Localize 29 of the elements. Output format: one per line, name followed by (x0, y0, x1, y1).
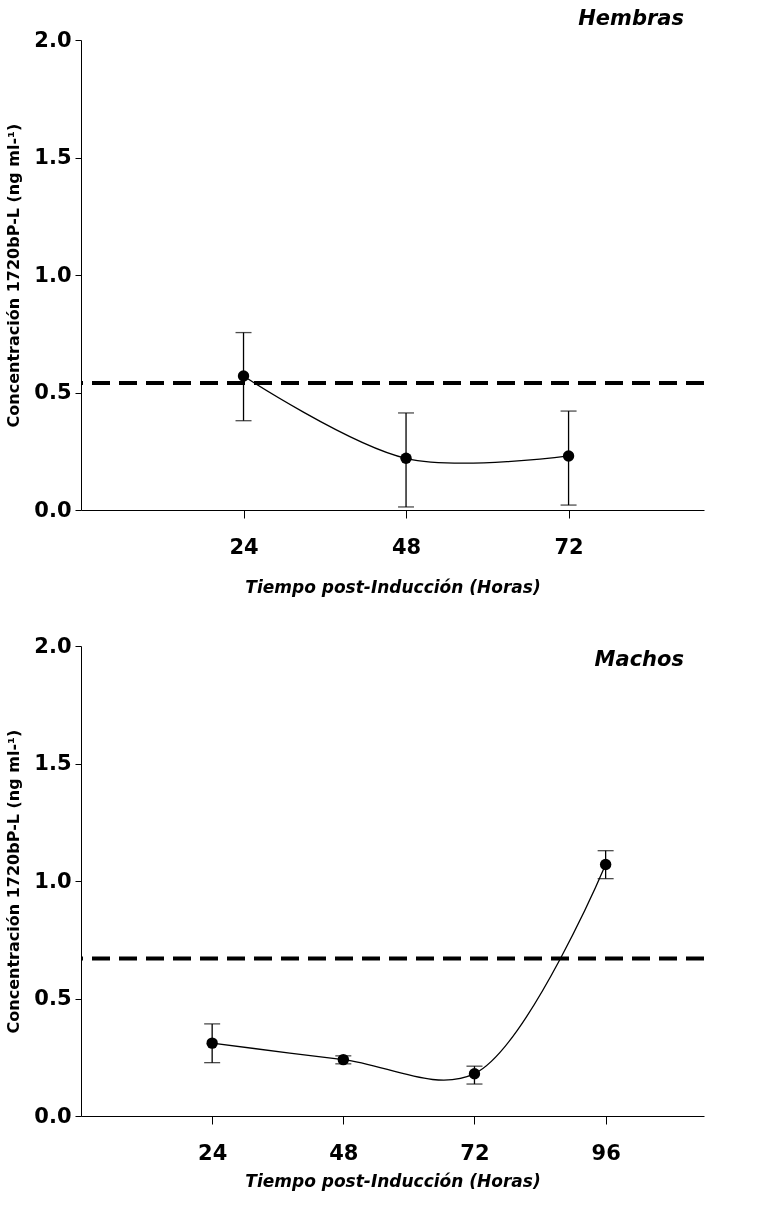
y-tick-label: 2.0 (34, 633, 72, 658)
point (562, 450, 575, 462)
x-tick-label: 48 (329, 1140, 359, 1165)
y-tick-label: 1.5 (34, 751, 72, 775)
y-tick-label: 0.0 (34, 497, 72, 522)
y-tick-label: 1.0 (34, 262, 72, 287)
y-axis-title: Concentración 1720bP-L (ng ml-¹) (4, 729, 24, 1034)
x-axis-title: Tiempo post-Inducción (Horas) (245, 1170, 541, 1191)
x-tick-label: 48 (391, 534, 422, 559)
chart-title: Machos (594, 647, 684, 671)
y-tick-label: 0.5 (34, 380, 72, 404)
x-tick-label: 72 (554, 534, 584, 559)
point (599, 858, 612, 871)
x-axis-title: Tiempo post-Inducción (Horas) (245, 576, 541, 597)
point (468, 1068, 481, 1080)
y-tick-label: 0.0 (34, 1103, 72, 1128)
y-tick-label: 1.5 (34, 145, 72, 169)
point (400, 452, 412, 464)
x-tick-label: 96 (591, 1140, 621, 1165)
point (237, 370, 250, 382)
y-axis-title: Concentración 1720bP-L (ng ml-¹) (4, 123, 24, 428)
chart-title: Hembras (578, 6, 684, 30)
y-tick-label: 1.0 (34, 868, 72, 893)
y-tick-label: 2.0 (34, 27, 72, 52)
x-tick-label: 24 (229, 534, 259, 559)
x-tick-label: 72 (460, 1140, 490, 1165)
point (206, 1037, 218, 1049)
y-tick-label: 0.5 (34, 986, 72, 1010)
x-tick-label: 24 (198, 1140, 228, 1165)
